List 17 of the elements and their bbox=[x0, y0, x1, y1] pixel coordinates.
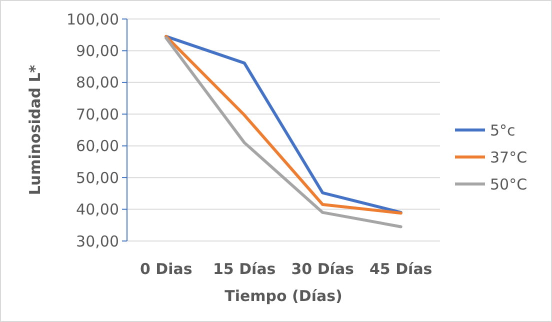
y-tick-label: 60,00 bbox=[76, 137, 119, 156]
y-tick-label: 100,00 bbox=[66, 10, 119, 28]
legend-label: 37°C bbox=[490, 148, 528, 166]
y-tick-label: 30,00 bbox=[76, 232, 119, 250]
x-axis-title: Tiempo (Días) bbox=[224, 287, 342, 305]
y-tick-label: 40,00 bbox=[76, 200, 119, 219]
y-tick-label: 80,00 bbox=[76, 74, 119, 92]
legend-label: 50°C bbox=[490, 175, 528, 194]
x-tick-label: 45 Días bbox=[370, 260, 432, 278]
x-tick-label: 15 Días bbox=[213, 260, 276, 278]
y-tick-label: 90,00 bbox=[76, 42, 119, 60]
x-tick-label: 30 Días bbox=[291, 260, 354, 278]
legend-label: 5°c bbox=[490, 121, 516, 140]
x-tick-label: 0 Dias bbox=[140, 260, 192, 278]
y-axis-title: Luminosidad L* bbox=[26, 64, 44, 196]
y-tick-label: 70,00 bbox=[76, 105, 119, 124]
y-tick-label: 50,00 bbox=[76, 168, 119, 187]
